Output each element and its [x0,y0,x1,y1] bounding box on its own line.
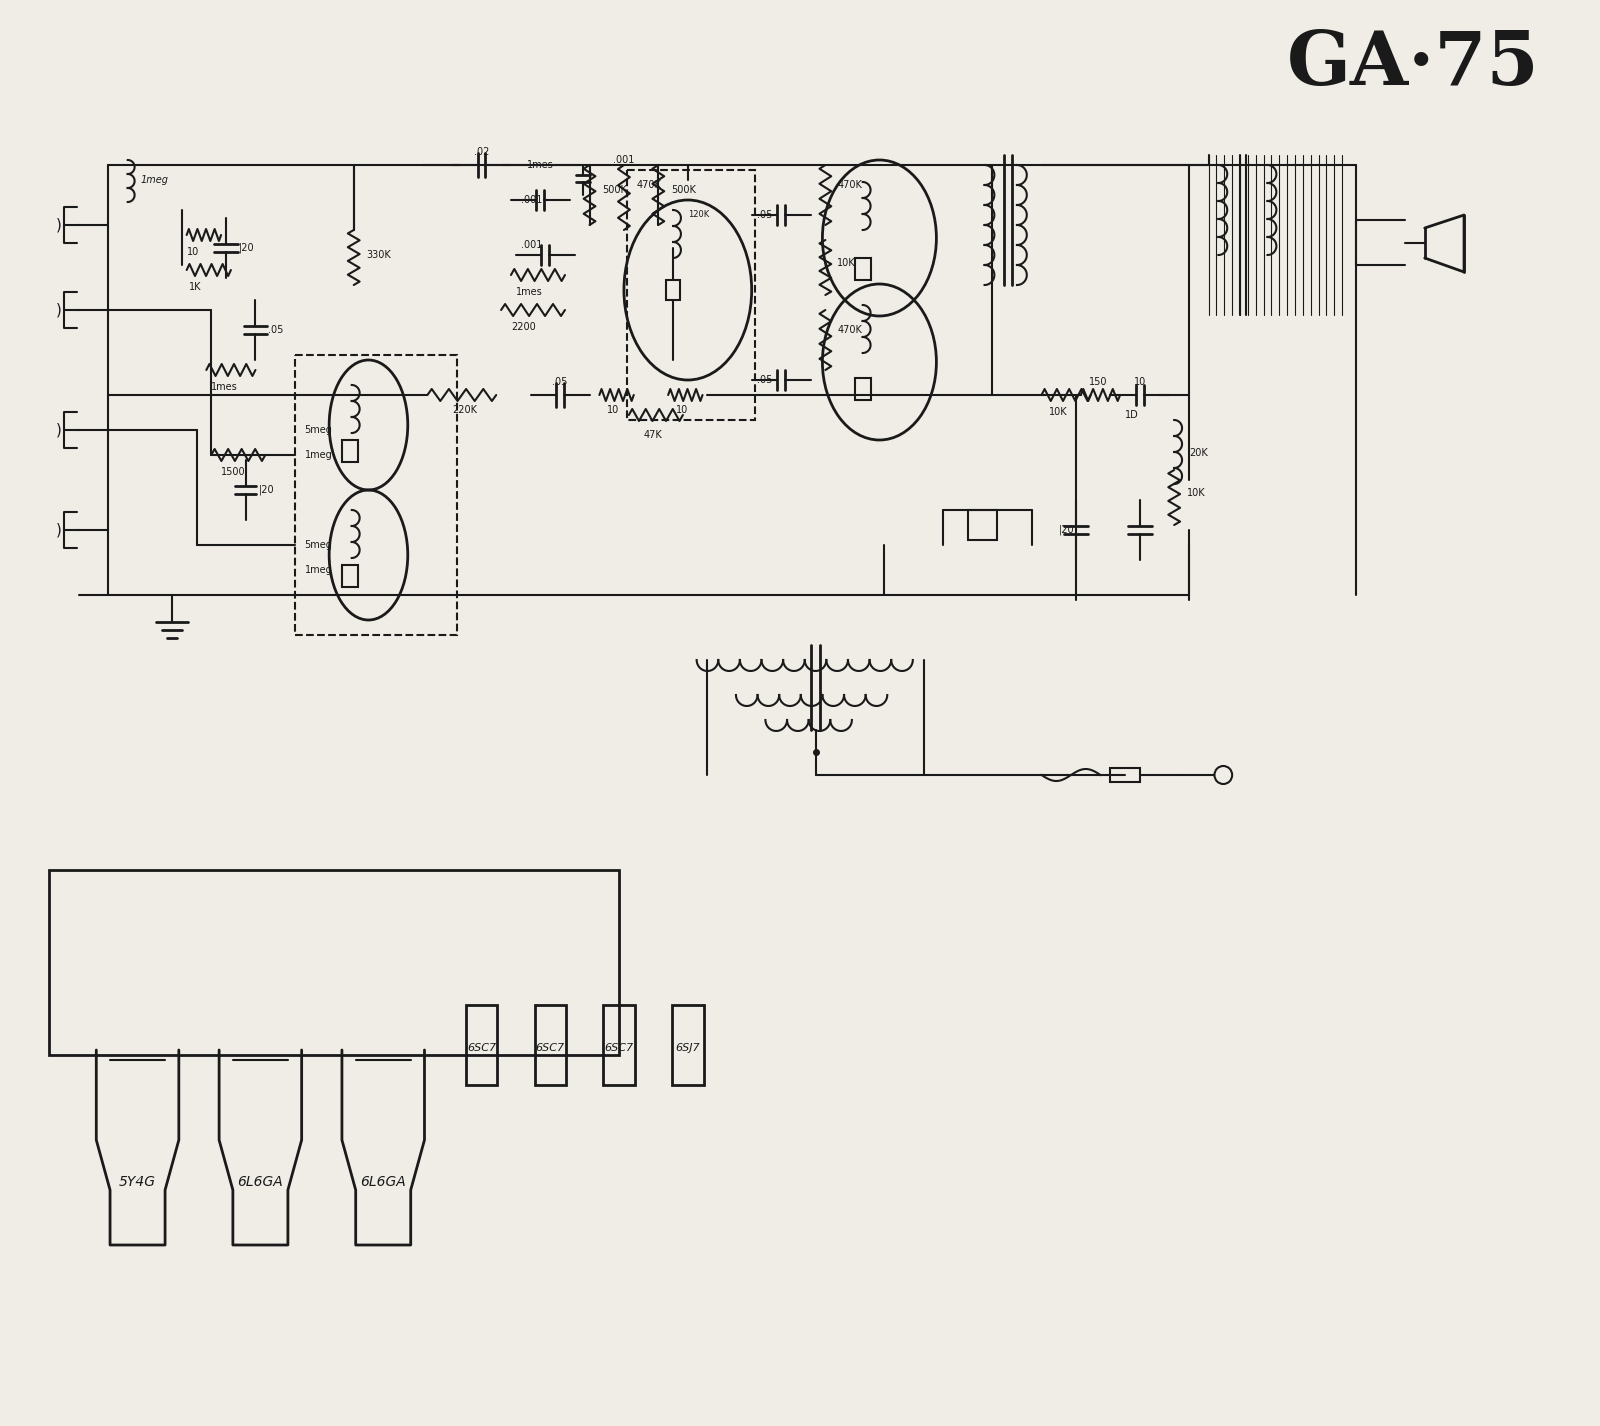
Text: 47K: 47K [643,431,662,441]
Text: 10: 10 [1134,376,1146,386]
Text: 1500: 1500 [221,466,246,478]
Text: 10: 10 [677,405,688,415]
Text: 1meg: 1meg [141,175,168,185]
Text: ): ) [56,422,62,438]
Text: 10K: 10K [1050,406,1069,416]
Text: 20K: 20K [1189,448,1208,458]
Text: |20: |20 [238,242,254,254]
Text: 6SC7: 6SC7 [467,1042,496,1052]
Text: .001: .001 [613,155,635,165]
Text: 150: 150 [1088,376,1107,386]
Text: .001: .001 [520,195,542,205]
Text: GA·75: GA·75 [1286,29,1539,101]
Text: .05: .05 [757,375,771,385]
Bar [1110,769,1139,781]
Text: ): ) [56,302,62,318]
Text: 10K: 10K [837,258,856,268]
Bar [627,170,755,421]
Text: 1meg: 1meg [304,565,333,575]
Text: 470K: 470K [637,180,661,190]
Text: 470K: 470K [837,180,862,190]
Text: 5meg: 5meg [304,425,333,435]
Bar [968,511,997,540]
Bar [294,355,458,635]
Bar [342,565,358,588]
Text: 10: 10 [608,405,619,415]
Text: 470K: 470K [837,325,862,335]
Bar [534,1005,566,1085]
Text: 10: 10 [187,247,198,257]
Text: 1mes: 1mes [526,160,554,170]
Text: 1K: 1K [189,282,202,292]
Text: 500K: 500K [670,185,696,195]
Bar [854,258,870,279]
Text: .05: .05 [269,325,283,335]
Bar [854,378,870,401]
Text: 120K: 120K [688,210,709,220]
Text: .05: .05 [757,210,771,220]
Text: 1meg: 1meg [304,451,333,461]
Text: 10K: 10K [1187,488,1205,498]
Text: 5Y4G: 5Y4G [118,1175,157,1189]
Bar [50,870,619,1055]
Text: 500K: 500K [602,185,627,195]
Text: 5meg: 5meg [304,540,333,550]
Text: .001: .001 [520,240,542,250]
Text: .05: .05 [552,376,568,386]
Text: |20: |20 [1059,525,1075,535]
Text: 6L6GA: 6L6GA [360,1175,406,1189]
Text: 220K: 220K [451,405,477,415]
Bar [466,1005,498,1085]
Text: 6SC7: 6SC7 [536,1042,565,1052]
Text: ): ) [56,218,62,232]
Bar [342,441,358,462]
Text: 1mes: 1mes [211,382,238,392]
Text: 6SJ7: 6SJ7 [675,1042,701,1052]
Bar [672,1005,704,1085]
Bar [666,279,680,299]
Text: 2200: 2200 [510,322,536,332]
Text: 330K: 330K [366,250,392,260]
Text: |20: |20 [259,485,274,495]
Text: 6L6GA: 6L6GA [237,1175,283,1189]
Bar [603,1005,635,1085]
Text: ): ) [56,522,62,538]
Text: 6SC7: 6SC7 [605,1042,634,1052]
Text: 1mes: 1mes [515,287,542,297]
Text: .02: .02 [474,147,490,157]
Text: 1D: 1D [1125,411,1139,421]
